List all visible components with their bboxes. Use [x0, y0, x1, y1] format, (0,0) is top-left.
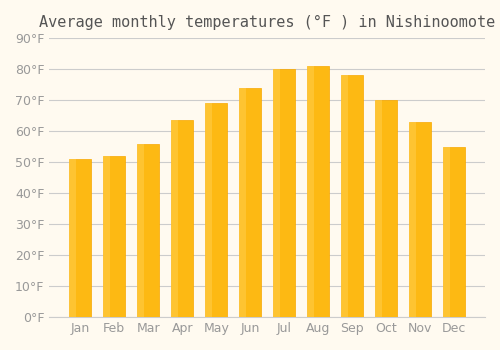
- Bar: [409, 122, 431, 317]
- Bar: [341, 75, 347, 317]
- Bar: [69, 159, 92, 317]
- Bar: [103, 156, 126, 317]
- Bar: [171, 120, 178, 317]
- Bar: [409, 122, 416, 317]
- Bar: [443, 147, 465, 317]
- Bar: [375, 100, 397, 317]
- Bar: [375, 100, 382, 317]
- Bar: [443, 147, 450, 317]
- Bar: [239, 88, 261, 317]
- Bar: [205, 103, 227, 317]
- Bar: [307, 66, 314, 317]
- Bar: [273, 69, 295, 317]
- Bar: [103, 156, 110, 317]
- Bar: [171, 120, 193, 317]
- Bar: [307, 66, 329, 317]
- Title: Average monthly temperatures (°F ) in Nishinoomote: Average monthly temperatures (°F ) in Ni…: [39, 15, 496, 30]
- Bar: [273, 69, 280, 317]
- Bar: [69, 159, 76, 317]
- Bar: [239, 88, 246, 317]
- Bar: [137, 144, 159, 317]
- Bar: [341, 75, 363, 317]
- Bar: [137, 144, 144, 317]
- Bar: [205, 103, 212, 317]
